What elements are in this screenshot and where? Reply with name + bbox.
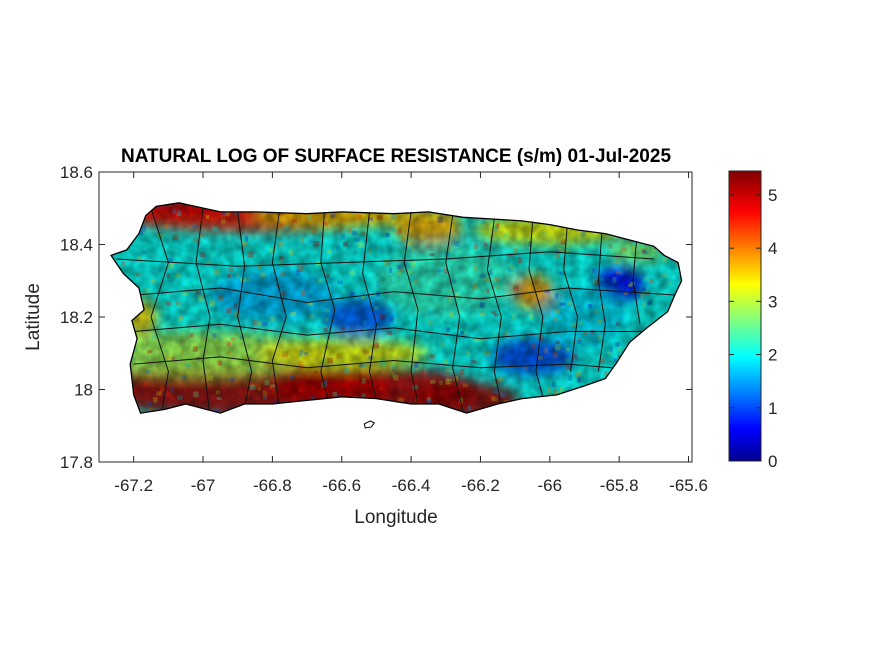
x-tick-label: -65.8 [600,476,639,495]
municipality-boundary [133,287,679,304]
municipality-boundary [597,233,606,372]
noise-overlay [111,202,682,414]
colorbar-tick-label: 5 [768,186,777,205]
y-tick-label: 17.8 [60,453,93,472]
resistance-map [110,202,683,429]
y-axis-label: Latitude [23,283,44,351]
y-tick-label: 18.2 [60,308,93,327]
municipality-boundary [116,251,654,267]
x-axis-label: Longitude [354,507,437,528]
y-tick-label: 18 [74,381,93,400]
municipality-boundary [528,222,544,397]
x-tick-label: -66.8 [253,476,292,495]
colorbar-tick-label: 4 [768,239,777,258]
municipality-boundary [271,211,287,408]
colorbar-tick-label: 3 [768,292,777,311]
x-tick-label: -67 [191,476,216,495]
y-axis: 17.8 18 18.2 18.4 18.6 [60,163,692,472]
municipality-boundary [133,323,647,340]
municipality-boundary [362,211,377,401]
chart-title: NATURAL LOG OF SURFACE RESISTANCE (s/m) … [121,146,671,167]
municipal-boundaries [116,208,679,414]
colorbar-ticks: 0 1 2 3 4 5 [729,186,777,471]
colorbar-gradient [728,170,762,462]
x-tick-label: -66.4 [392,476,431,495]
x-tick-label: -65.6 [669,476,708,495]
municipality-boundary [445,215,464,412]
municipality-boundary [320,211,336,401]
municipality-boundary [133,356,613,369]
municipality-boundary [150,208,169,414]
colorbar-tick-label: 1 [768,399,777,418]
municipality-boundary [632,240,641,325]
colorbar-tick-label: 0 [768,452,777,471]
x-tick-label: -66.6 [322,476,361,495]
municipality-boundary [563,226,579,372]
y-tick-label: 18.4 [60,236,93,255]
municipality-boundary [403,211,419,405]
x-tick-label: -66.2 [461,476,500,495]
colorbar-tick-label: 2 [768,346,777,365]
x-axis: -67.2 -67 -66.8 -66.6 -66.4 -66.2 -66 -65.8 -65.… [114,172,708,495]
y-tick-label: 18.6 [60,163,93,182]
coastline [110,202,683,414]
x-tick-label: -67.2 [114,476,153,495]
municipality-boundary [486,219,502,405]
x-tick-label: -66 [538,476,563,495]
colorbar: 0 1 2 3 4 5 [728,170,777,471]
municipality-boundary [237,211,253,408]
municipality-boundary [195,208,211,414]
island-fields [111,202,682,414]
islet-caja-de-muertos [363,420,376,429]
